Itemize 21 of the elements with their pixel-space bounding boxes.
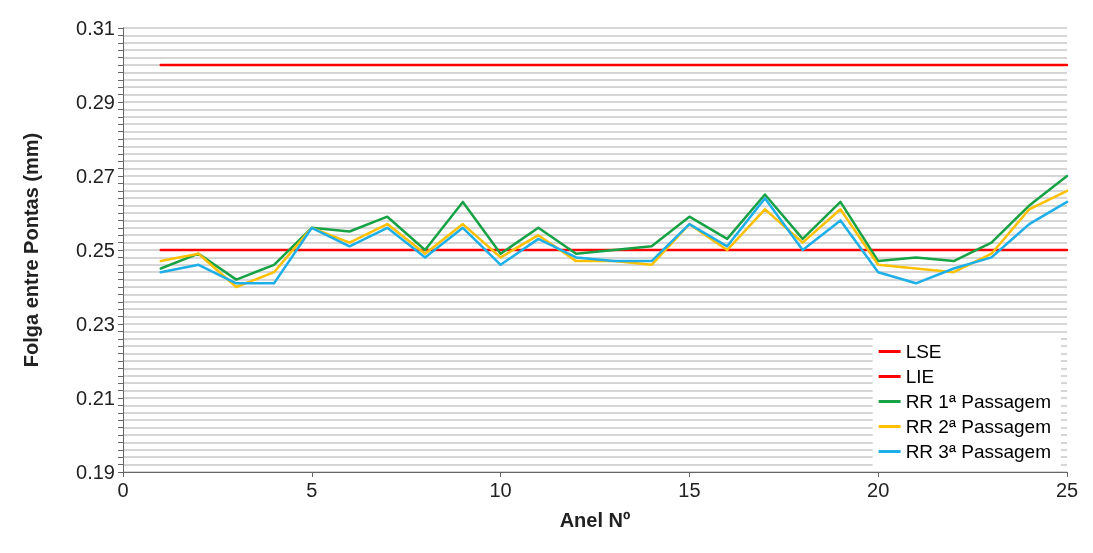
y-axis-title: Folga entre Pontas (mm) xyxy=(20,132,42,368)
x-tick-label: 5 xyxy=(306,479,318,501)
y-tick-label: 0.31 xyxy=(76,17,115,39)
y-tick-label: 0.23 xyxy=(76,313,115,335)
line-series xyxy=(159,174,1069,281)
legend-label: LIE xyxy=(905,366,935,387)
x-tick-label: 20 xyxy=(867,479,890,501)
y-tick-label: 0.19 xyxy=(76,461,115,483)
legend-label: RR 2ª Passagem xyxy=(905,416,1052,437)
x-tick-label: 0 xyxy=(117,479,129,501)
y-tick-label: 0.21 xyxy=(76,387,115,409)
legend-label: RR 1ª Passagem xyxy=(905,391,1052,412)
x-tick-label: 25 xyxy=(1055,479,1079,501)
y-tick-label: 0.29 xyxy=(76,91,115,113)
legend-label: RR 3ª Passagem xyxy=(905,441,1052,462)
legend-label: LSE xyxy=(905,341,942,362)
x-tick-label: 15 xyxy=(678,479,701,501)
y-tick-label: 0.27 xyxy=(76,165,115,187)
x-axis-title: Anel Nº xyxy=(559,509,631,531)
y-tick-label: 0.25 xyxy=(76,239,115,261)
x-tick-label: 10 xyxy=(489,479,512,501)
